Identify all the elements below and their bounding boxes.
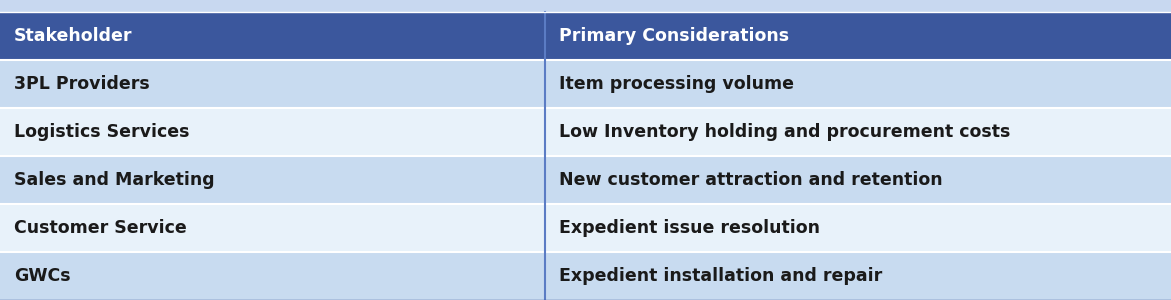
Text: 3PL Providers: 3PL Providers [14,75,150,93]
Bar [545,252,1171,300]
Text: Logistics Services: Logistics Services [14,123,190,141]
Bar [0,60,545,108]
Bar [0,12,1171,60]
Bar [0,108,545,156]
Text: Item processing volume: Item processing volume [559,75,794,93]
Bar [545,60,1171,108]
Text: New customer attraction and retention: New customer attraction and retention [559,171,943,189]
Bar [545,108,1171,156]
Bar [0,156,545,204]
Text: Expedient installation and repair: Expedient installation and repair [559,267,882,285]
Bar [0,0,1171,12]
Text: Customer Service: Customer Service [14,219,187,237]
Bar [545,204,1171,252]
Bar [545,156,1171,204]
Bar [0,204,545,252]
Text: Sales and Marketing: Sales and Marketing [14,171,214,189]
Text: Expedient issue resolution: Expedient issue resolution [559,219,820,237]
Bar [0,252,545,300]
Text: Low Inventory holding and procurement costs: Low Inventory holding and procurement co… [559,123,1009,141]
Text: Stakeholder: Stakeholder [14,27,132,45]
Text: Primary Considerations: Primary Considerations [559,27,789,45]
Text: GWCs: GWCs [14,267,70,285]
